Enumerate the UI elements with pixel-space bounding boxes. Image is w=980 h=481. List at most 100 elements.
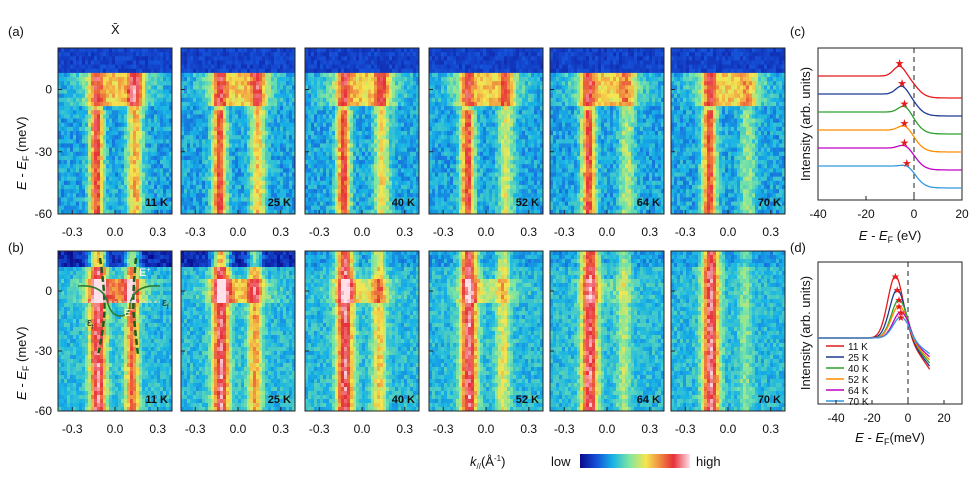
panel-label-b: (b) — [8, 240, 24, 255]
tick-label: 0.0 — [599, 422, 616, 436]
band-annotations: E+ E- εf εf — [77, 257, 169, 356]
tick-label: -0.3 — [309, 225, 330, 239]
row-b-ylabel: E - EF (meV) — [14, 327, 31, 400]
heatmap-row-b: -0.3 0.0 0.3 0 -30 -60 11 K -0.3 0.0 0.3 25 K -0.3 0… — [35, 250, 786, 436]
tick-label: -0.3 — [62, 422, 83, 436]
tick-label: 0.0 — [720, 422, 737, 436]
heatmap-panel: -0.3 0.0 0.3 25 K — [180, 47, 296, 239]
heatmap-panel: -0.3 0.0 0.3 64 K — [549, 47, 665, 239]
panel-c-ylabel: Intensity (arb. units) — [798, 67, 813, 181]
tick-label: 20 — [937, 411, 951, 425]
colorbar-low-label: low — [551, 454, 571, 469]
heatmap-panel: -0.3 0.0 0.3 64 K — [549, 250, 665, 436]
temperature-label: 11 K — [145, 197, 168, 209]
temperature-label: 11 K — [145, 394, 168, 406]
tick-label: 0 — [45, 284, 52, 298]
temperature-label: 64 K — [637, 197, 660, 209]
heatmap-panel: -0.3 0.0 0.3 70 K — [670, 47, 786, 239]
colorbar-high-label: high — [696, 454, 721, 469]
peak-marker: ★ — [895, 302, 904, 313]
temperature-label: 25 K — [268, 197, 291, 209]
annotation-eps-f-left: εf — [87, 317, 94, 331]
tick-label: -0.3 — [554, 225, 575, 239]
k-axis-label: k//(Å-1) — [470, 454, 505, 471]
peak-marker: ★ — [899, 98, 909, 110]
peak-marker: ★ — [899, 118, 909, 130]
edc-curve — [818, 305, 931, 361]
heatmap-row-a: -0.3 0.0 0.3 0 -30 -60 11 K -0.3 0.0 0.3 25 K -0.3 0… — [35, 47, 786, 239]
tick-label: 0.0 — [599, 225, 616, 239]
temperature-label: 52 K — [516, 197, 539, 209]
heatmap-panel: -0.3 0.0 0.3 0 -30 -60 11 K — [35, 47, 173, 239]
temperature-label: 40 K — [392, 394, 415, 406]
edc-curve — [818, 105, 962, 135]
peak-marker: ★ — [895, 296, 904, 307]
tick-label: 0.0 — [230, 225, 247, 239]
tick-label: -40 — [809, 207, 827, 221]
peak-marker: ★ — [896, 313, 905, 324]
tick-label: -0.3 — [675, 422, 696, 436]
tick-label: 20 — [955, 207, 969, 221]
tick-label: -60 — [35, 404, 53, 418]
tick-label: -20 — [863, 411, 881, 425]
tick-label: 0.3 — [272, 422, 289, 436]
edc-curve — [818, 298, 931, 364]
tick-label: 0.0 — [107, 225, 124, 239]
edc-curve — [818, 164, 962, 189]
tick-label: -40 — [827, 411, 845, 425]
edc-curve — [818, 288, 931, 367]
temperature-label: 70 K — [758, 394, 781, 406]
edc-curve — [818, 125, 962, 153]
panel-d-edc: ★ 11 K ★ 25 K ★ 40 K ★ 52 K ★ 64 K ★ 70 K-40 -20 0 20 E… — [798, 261, 963, 447]
tick-label: 0.0 — [720, 225, 737, 239]
edc-curve — [818, 65, 962, 99]
tick-label: 0.3 — [396, 225, 413, 239]
tick-label: 0.3 — [520, 225, 537, 239]
annotation-eps-f-right: εf — [162, 297, 169, 311]
peak-marker: ★ — [902, 158, 912, 170]
tick-label: -0.3 — [675, 225, 696, 239]
panel-d-xlabel: E - EF(meV) — [855, 430, 925, 447]
temperature-label: 52 K — [516, 394, 539, 406]
panel-c-edc: ★ ★ ★ ★ ★ ★ -40 -20 0 20 E - EF (eV) Intensity (arb… — [798, 47, 969, 245]
legend-label: 11 K — [848, 342, 868, 353]
tick-label: 0.0 — [354, 225, 371, 239]
tick-label: 0.0 — [478, 225, 495, 239]
tick-label: -0.3 — [309, 422, 330, 436]
tick-label: -0.3 — [433, 422, 454, 436]
tick-label: -20 — [857, 207, 875, 221]
temperature-label: 64 K — [637, 394, 660, 406]
tick-label: 0.3 — [272, 225, 289, 239]
heatmap-panel: -0.3 0.0 0.3 52 K — [428, 250, 544, 436]
tick-label: -0.3 — [433, 225, 454, 239]
tick-label: -0.3 — [62, 225, 83, 239]
peak-marker: ★ — [891, 272, 900, 283]
edc-curve — [818, 316, 930, 355]
edc-curve — [818, 275, 931, 370]
row-a-ylabel: E - EF (meV) — [14, 117, 31, 190]
temperature-label: 40 K — [392, 197, 415, 209]
legend-label: 40 K — [848, 364, 869, 375]
tick-label: 0 — [45, 83, 52, 97]
heatmap-panel: -0.3 0.0 0.3 70 K — [670, 250, 786, 436]
panel-label-a: (a) — [8, 24, 24, 39]
heatmap-panel: -0.3 0.0 0.3 52 K — [428, 47, 544, 239]
heatmap-panel: -0.3 0.0 0.3 40 K — [304, 250, 420, 436]
tick-label: 0.3 — [149, 422, 166, 436]
tick-label: 0.3 — [762, 225, 779, 239]
panel-c-xlabel: E - EF (eV) — [859, 228, 922, 245]
tick-label: -0.3 — [185, 422, 206, 436]
tick-label: -30 — [35, 145, 53, 159]
panel-d-ylabel: Intensity (arb. units) — [798, 276, 813, 390]
tick-label: -30 — [35, 344, 53, 358]
tick-label: -0.3 — [185, 225, 206, 239]
annotation-e-minus: E- — [124, 307, 134, 319]
temperature-label: 70 K — [758, 197, 781, 209]
tick-label: -0.3 — [554, 422, 575, 436]
tick-label: 0.3 — [641, 422, 658, 436]
tick-label: 0.3 — [149, 225, 166, 239]
colorbar — [580, 454, 690, 468]
heatmap-panel: -0.3 0.0 0.3 25 K — [180, 250, 296, 436]
annotation-e-plus: E+ — [139, 267, 150, 279]
